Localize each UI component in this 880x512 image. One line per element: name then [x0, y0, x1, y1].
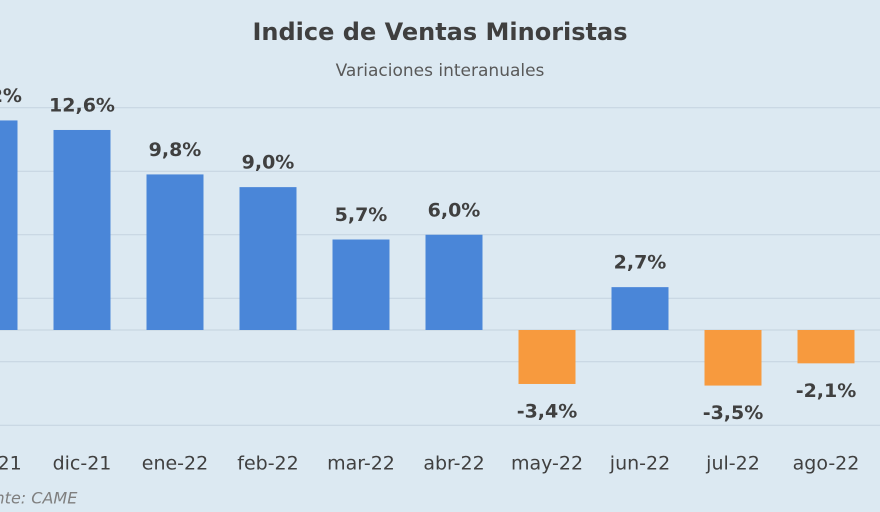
- value-label: 12,6%: [49, 94, 115, 116]
- value-label: -2,1%: [796, 380, 857, 402]
- value-label: 5,7%: [335, 204, 388, 226]
- bar: [146, 174, 204, 330]
- x-tick-label: may-22: [511, 453, 583, 475]
- value-label: -3,4%: [517, 400, 578, 422]
- x-tick-label: ene-22: [142, 453, 208, 475]
- chart-subtitle: Variaciones interanuales: [336, 61, 545, 81]
- value-label: 9,0%: [242, 152, 295, 174]
- x-tick-label: mar-22: [327, 453, 395, 475]
- x-tick-label: jun-22: [609, 453, 670, 475]
- x-tick-label: ago-22: [793, 453, 860, 475]
- value-label: 9,8%: [149, 139, 202, 161]
- bar: [0, 120, 18, 330]
- chart-title: Indice de Ventas Minoristas: [252, 18, 627, 46]
- bar: [425, 234, 483, 330]
- value-label: -3,5%: [703, 402, 764, 424]
- bar: [53, 129, 111, 330]
- bar: [704, 330, 762, 386]
- source-note: Fuente: CAME: [0, 489, 78, 508]
- bar: [518, 330, 576, 384]
- bar: [239, 187, 297, 330]
- value-label: 13,2%: [0, 85, 22, 107]
- x-tick-label: feb-22: [237, 453, 298, 475]
- x-tick-label: jul-22: [705, 453, 760, 475]
- bar: [797, 330, 855, 364]
- x-tick-label: nov-21: [0, 453, 22, 475]
- bar: [611, 287, 669, 330]
- bar: [332, 239, 390, 330]
- value-label: 6,0%: [428, 199, 481, 221]
- value-label: 2,7%: [614, 252, 667, 274]
- x-tick-label: dic-21: [53, 453, 112, 475]
- x-tick-label: abr-22: [423, 453, 484, 475]
